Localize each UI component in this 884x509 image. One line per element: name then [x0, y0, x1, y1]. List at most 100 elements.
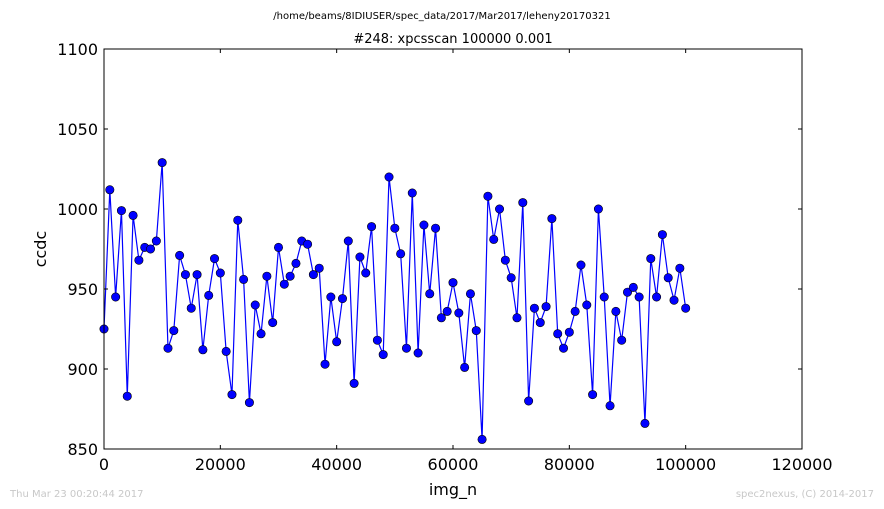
data-point — [500, 255, 510, 265]
data-point — [262, 271, 272, 281]
data-point — [273, 242, 283, 252]
data-point — [308, 270, 318, 280]
data-point — [605, 401, 615, 411]
data-series — [99, 158, 691, 444]
x-tick-label: 0 — [99, 455, 109, 474]
data-point — [541, 302, 551, 312]
data-point — [582, 300, 592, 310]
data-point — [215, 268, 225, 278]
data-point — [431, 223, 441, 233]
data-point — [681, 303, 691, 313]
data-point — [116, 206, 126, 216]
data-point — [180, 270, 190, 280]
y-tick-label: 900 — [67, 360, 98, 379]
data-point — [657, 230, 667, 240]
data-point — [640, 418, 650, 428]
data-point — [401, 343, 411, 353]
x-tick-label: 80000 — [544, 455, 595, 474]
data-point — [524, 396, 534, 406]
axis-ticks: 0 20000 40000 60000 80000 100000 120000 850 900 9… — [57, 40, 832, 474]
data-point — [134, 255, 144, 265]
credit-footer: spec2nexus, (C) 2014-2017 — [735, 489, 874, 500]
data-point — [535, 318, 545, 328]
data-point — [588, 390, 598, 400]
data-point — [227, 390, 237, 400]
data-point — [413, 348, 423, 358]
data-point — [617, 335, 627, 345]
data-point — [198, 345, 208, 355]
data-point — [599, 292, 609, 302]
data-point — [210, 254, 220, 264]
data-point — [303, 239, 313, 249]
data-point — [239, 274, 249, 284]
data-point — [355, 252, 365, 262]
data-point — [105, 185, 115, 195]
data-point — [576, 260, 586, 270]
data-point — [256, 329, 266, 339]
data-point — [628, 282, 638, 292]
data-point — [547, 214, 557, 224]
data-point — [396, 249, 406, 259]
data-point — [163, 343, 173, 353]
data-point — [553, 329, 563, 339]
data-point — [111, 292, 121, 302]
x-axis-label: img_n — [429, 480, 477, 500]
data-point — [646, 254, 656, 264]
data-point — [221, 346, 231, 356]
data-point — [483, 191, 493, 201]
y-tick-label: 1050 — [57, 120, 98, 139]
data-point — [314, 263, 324, 273]
data-point — [192, 270, 202, 280]
y-tick-label: 1000 — [57, 200, 98, 219]
y-tick-label: 950 — [67, 280, 98, 299]
data-point — [564, 327, 574, 337]
data-point — [436, 313, 446, 323]
data-point — [367, 222, 377, 232]
x-tick-label: 120000 — [771, 455, 832, 474]
data-point — [407, 188, 417, 198]
data-point — [506, 273, 516, 283]
y-tick-label: 1100 — [57, 40, 98, 59]
data-point — [465, 289, 475, 299]
data-point — [343, 236, 353, 246]
timestamp-footer: Thu Mar 23 00:20:44 2017 — [10, 489, 144, 500]
data-point — [291, 258, 301, 268]
data-point — [489, 234, 499, 244]
data-point — [663, 273, 673, 283]
data-point — [460, 362, 470, 372]
data-point — [378, 350, 388, 360]
data-point — [175, 250, 185, 260]
data-point — [320, 359, 330, 369]
data-point — [233, 215, 243, 225]
data-point — [675, 263, 685, 273]
plot-frame — [103, 48, 803, 450]
data-point — [384, 172, 394, 182]
data-point — [146, 244, 156, 254]
data-point — [652, 292, 662, 302]
data-point — [151, 236, 161, 246]
data-point — [186, 303, 196, 313]
data-point — [477, 434, 487, 444]
data-point — [244, 398, 254, 408]
data-point — [122, 391, 132, 401]
data-point — [622, 287, 632, 297]
y-tick-label: 850 — [67, 440, 98, 459]
data-point — [570, 306, 580, 316]
data-point — [442, 306, 452, 316]
data-point — [279, 279, 289, 289]
data-point — [128, 210, 138, 220]
file-path-label: /home/beams/8IDIUSER/spec_data/2017/Mar2… — [273, 11, 610, 22]
data-point — [593, 204, 603, 214]
data-point — [419, 220, 429, 230]
data-point — [425, 289, 435, 299]
data-point — [169, 326, 179, 336]
data-point — [471, 326, 481, 336]
data-point — [529, 303, 539, 313]
series-line — [103, 162, 687, 440]
data-point — [372, 335, 382, 345]
data-point — [332, 337, 342, 347]
data-point — [512, 313, 522, 323]
data-point — [669, 295, 679, 305]
data-point — [448, 278, 458, 288]
